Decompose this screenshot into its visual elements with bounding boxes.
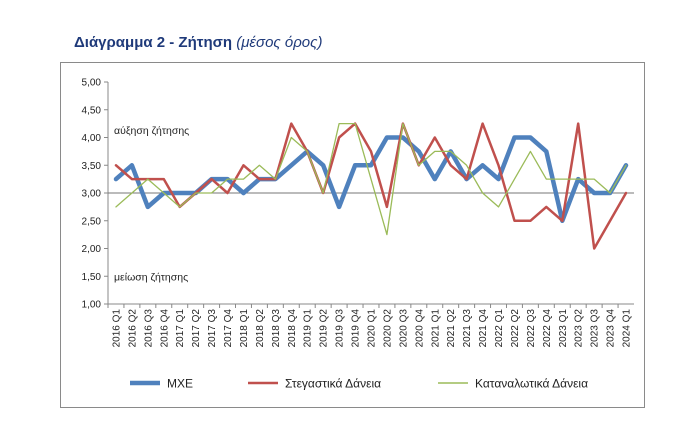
x-tick-label: 2021 Q1 [430,309,441,348]
y-tick-label: 1,50 [82,272,102,283]
x-tick-label: 2017 Q2 [191,309,202,348]
x-tick-label: 2017 Q4 [223,309,234,348]
chart-title-main: Διάγραμμα 2 - Ζήτηση [74,34,233,51]
x-tick-label: 2018 Q1 [239,309,250,348]
x-tick-label: 2022 Q4 [542,309,553,348]
series-2 [114,122,628,250]
legend-label-3: Καταναλωτικά Δάνεια [475,377,588,391]
annotation-decrease: μείωση ζήτησης [114,271,188,283]
x-tick-label: 2017 Q1 [175,309,186,348]
x-tick-label: 2021 Q2 [446,309,457,348]
legend-label-1: ΜΧΕ [167,377,193,391]
annotation-increase: αύξηση ζήτησης [114,125,189,137]
series-3 [115,122,627,236]
y-tick-label: 1,00 [82,300,102,311]
y-tick-label: 3,00 [82,189,102,200]
x-tick-label: 2016 Q1 [111,309,122,348]
series-line-2 [114,122,628,250]
x-tick-label: 2019 Q4 [351,309,362,348]
x-tick-label: 2023 Q1 [558,309,569,348]
x-tick-label: 2021 Q4 [478,309,489,348]
y-tick-label: 2,00 [82,244,102,255]
chart-title-sub: (μέσος όρος) [236,34,323,51]
x-tick-label: 2022 Q1 [494,309,505,348]
x-tick-label: 2023 Q4 [606,309,617,348]
y-tick-label: 3,50 [82,161,102,172]
legend-label-2: Στεγαστικά Δάνεια [285,377,381,391]
x-tick-label: 2019 Q1 [303,309,314,348]
x-tick-label: 2016 Q3 [143,309,154,348]
x-tick-label: 2019 Q3 [335,309,346,348]
x-tick-label: 2018 Q3 [271,309,282,348]
x-tick-label: 2020 Q2 [382,309,393,348]
x-tick-label: 2024 Q1 [622,309,633,348]
y-tick-label: 4,00 [82,133,102,144]
chart-frame [60,62,645,408]
x-tick-label: 2017 Q3 [207,309,218,348]
x-tick-label: 2020 Q4 [414,309,425,348]
y-tick-label: 5,00 [82,78,102,89]
x-tick-label: 2019 Q2 [319,309,330,348]
x-tick-label: 2018 Q4 [287,309,298,348]
y-tick-label: 4,50 [82,105,102,116]
x-tick-label: 2022 Q3 [526,309,537,348]
x-tick-label: 2016 Q4 [159,309,170,348]
x-tick-label: 2020 Q1 [367,309,378,348]
x-tick-label: 2018 Q2 [255,309,266,348]
chart-title: Διάγραμμα 2 - Ζήτηση (μέσος όρος) [74,34,322,51]
x-tick-label: 2016 Q2 [127,309,138,348]
x-tick-label: 2021 Q3 [462,309,473,348]
x-tick-label: 2022 Q2 [510,309,521,348]
y-tick-label: 2,50 [82,216,102,227]
x-tick-label: 2020 Q3 [398,309,409,348]
x-tick-label: 2023 Q3 [590,309,601,348]
series-line-3 [115,122,627,236]
x-tick-label: 2023 Q2 [574,309,585,348]
